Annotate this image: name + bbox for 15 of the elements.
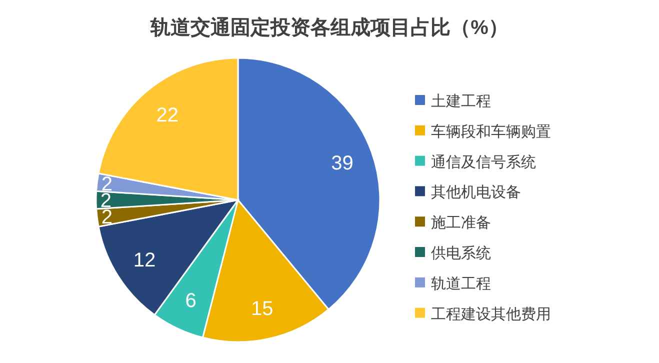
- legend-label: 其他机电设备: [431, 184, 521, 202]
- data-label: 15: [251, 298, 274, 320]
- legend-label: 轨道工程: [431, 275, 491, 292]
- data-label: 2: [101, 206, 113, 229]
- data-label: 6: [185, 290, 196, 312]
- data-label: 39: [331, 152, 354, 174]
- chart-title: 轨道交通固定投资各组成项目占比（%）: [150, 16, 508, 39]
- legend-label: 施工准备: [431, 214, 491, 232]
- legend-label: 土建工程: [431, 93, 491, 110]
- legend-label: 通信及信号系统: [431, 154, 536, 171]
- legend-label: 供电系统: [431, 245, 491, 262]
- legend-label: 车辆段和车辆购置: [431, 123, 551, 140]
- legend-label: 工程建设其他费用: [431, 306, 551, 323]
- data-label: 12: [133, 249, 156, 272]
- data-label: 22: [156, 104, 179, 127]
